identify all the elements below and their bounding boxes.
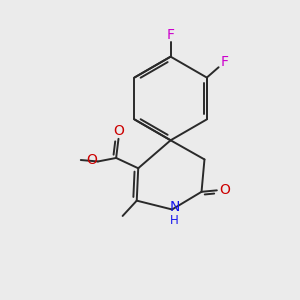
Text: O: O bbox=[86, 153, 97, 167]
Text: O: O bbox=[114, 124, 124, 138]
Text: N: N bbox=[169, 200, 180, 214]
Text: F: F bbox=[167, 28, 175, 43]
Text: H: H bbox=[170, 214, 179, 227]
Text: O: O bbox=[219, 183, 230, 197]
Text: F: F bbox=[220, 55, 229, 69]
